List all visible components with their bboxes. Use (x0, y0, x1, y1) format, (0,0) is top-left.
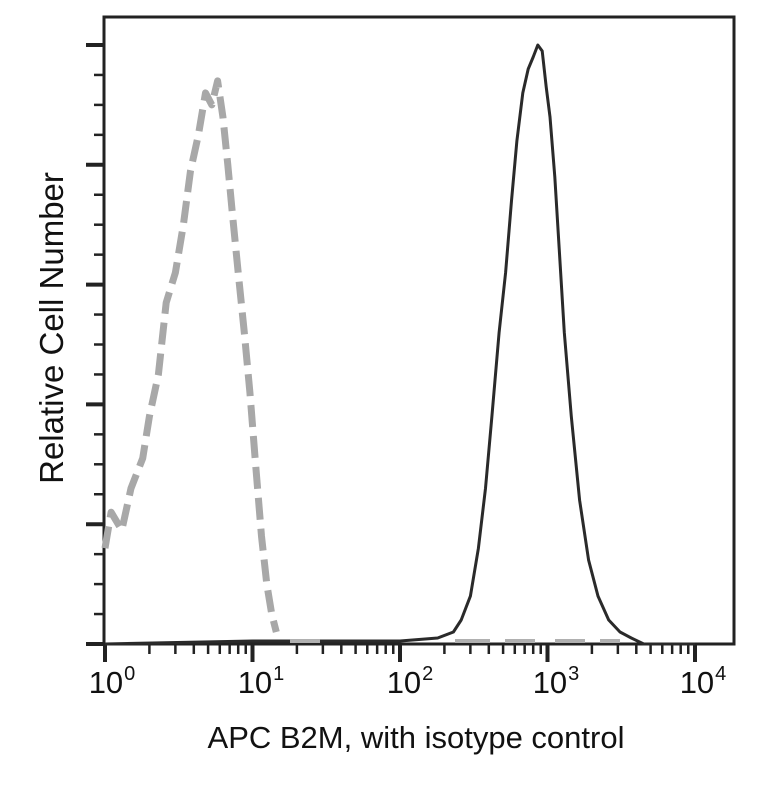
x-tick-label-1e1: 101 (237, 663, 285, 700)
apc-b2m-curve (104, 43, 695, 646)
plot-frame (102, 15, 736, 646)
x-tick-label-1e2: 102 (386, 663, 434, 700)
y-axis-label: Relative Cell Number (33, 172, 70, 484)
series-layer (101, 43, 695, 646)
x-tick-label-1e4: 104 (679, 663, 727, 700)
x-axis-ticks (103, 644, 697, 662)
x-axis-label: APC B2M, with isotype control (207, 720, 625, 755)
isotype-control-curve (101, 77, 280, 633)
x-tick-label-1e0: 100 (88, 663, 136, 700)
y-axis-ticks (86, 43, 104, 646)
x-tick-label-1e3: 103 (532, 663, 580, 700)
